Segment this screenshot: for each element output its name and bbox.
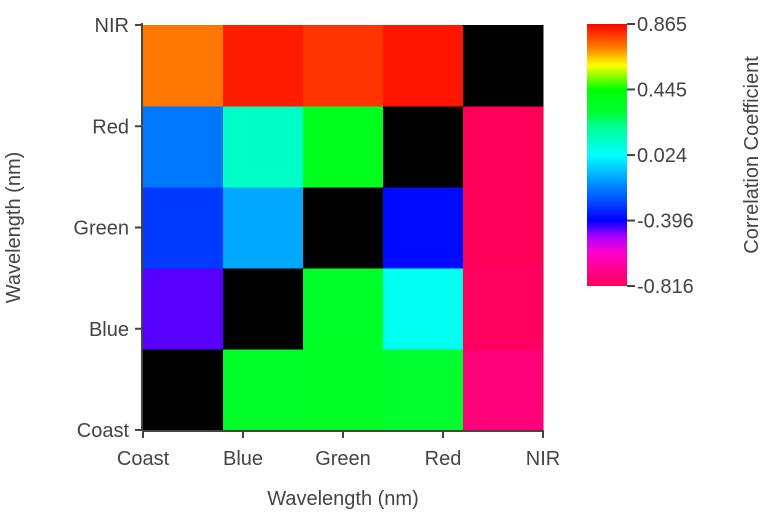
colorbar-tick-label: -0.816 [637, 276, 694, 298]
heatmap-cell-coast-red [383, 349, 464, 431]
heatmap-cell-red-coast [143, 106, 224, 188]
y-tick-label-green: Green [73, 218, 129, 240]
heatmap-cell-coast-blue [223, 349, 304, 431]
heatmap-axes: Coast Blue Green Red NIR Coast Blue Green Red NIR [73, 15, 560, 470]
x-tick-label-green: Green [315, 448, 371, 470]
x-tick-label-coast: Coast [117, 448, 170, 470]
heatmap-cell-nir-blue [223, 25, 304, 107]
heatmap-cell-nir-nir [463, 25, 544, 107]
colorbar-tick-label: 0.865 [637, 14, 687, 36]
heatmap-cell-green-nir [463, 187, 544, 269]
heatmap-cell-nir-red [383, 25, 464, 107]
heatmap-cells [143, 25, 544, 431]
heatmap-cell-nir-coast [143, 25, 224, 107]
heatmap-cell-red-blue [223, 106, 304, 188]
colorbar-tick-label: -0.396 [637, 211, 694, 233]
x-tick-label-red: Red [425, 448, 462, 470]
colorbar-axis: 0.865 0.445 0.024 -0.396 -0.816 [627, 14, 694, 298]
x-tick-label-nir: NIR [526, 448, 560, 470]
heatmap-cell-green-blue [223, 187, 304, 269]
x-tick-label-blue: Blue [223, 448, 263, 470]
colorbar-tick-label: 0.024 [637, 145, 687, 167]
heatmap-cell-coast-green [303, 349, 384, 431]
heatmap-cell-blue-coast [143, 268, 224, 350]
y-tick-label-nir: NIR [95, 15, 129, 37]
heatmap-cell-blue-nir [463, 268, 544, 350]
heatmap-cell-red-green [303, 106, 384, 188]
heatmap-cell-green-red [383, 187, 464, 269]
colorbar [587, 24, 627, 286]
heatmap-cell-coast-nir [463, 349, 544, 431]
colorbar-title: Correlation Coefficient [741, 56, 763, 254]
colorbar-tick-label: 0.445 [637, 79, 687, 101]
x-axis-title: Wavelength (nm) [267, 488, 419, 510]
heatmap-cell-nir-green [303, 25, 384, 107]
y-axis-title: Wavelength (nm) [3, 152, 25, 304]
heatmap-cell-green-coast [143, 187, 224, 269]
heatmap-cell-blue-green [303, 268, 384, 350]
y-tick-label-blue: Blue [89, 319, 129, 341]
heatmap-cell-red-nir [463, 106, 544, 188]
heatmap-cell-blue-red [383, 268, 464, 350]
y-tick-label-red: Red [92, 116, 129, 138]
heatmap-cell-red-red [383, 106, 464, 188]
heatmap-cell-green-green [303, 187, 384, 269]
heatmap-cell-coast-coast [143, 349, 224, 431]
y-tick-label-coast: Coast [77, 420, 130, 442]
heatmap-cell-blue-blue [223, 268, 304, 350]
